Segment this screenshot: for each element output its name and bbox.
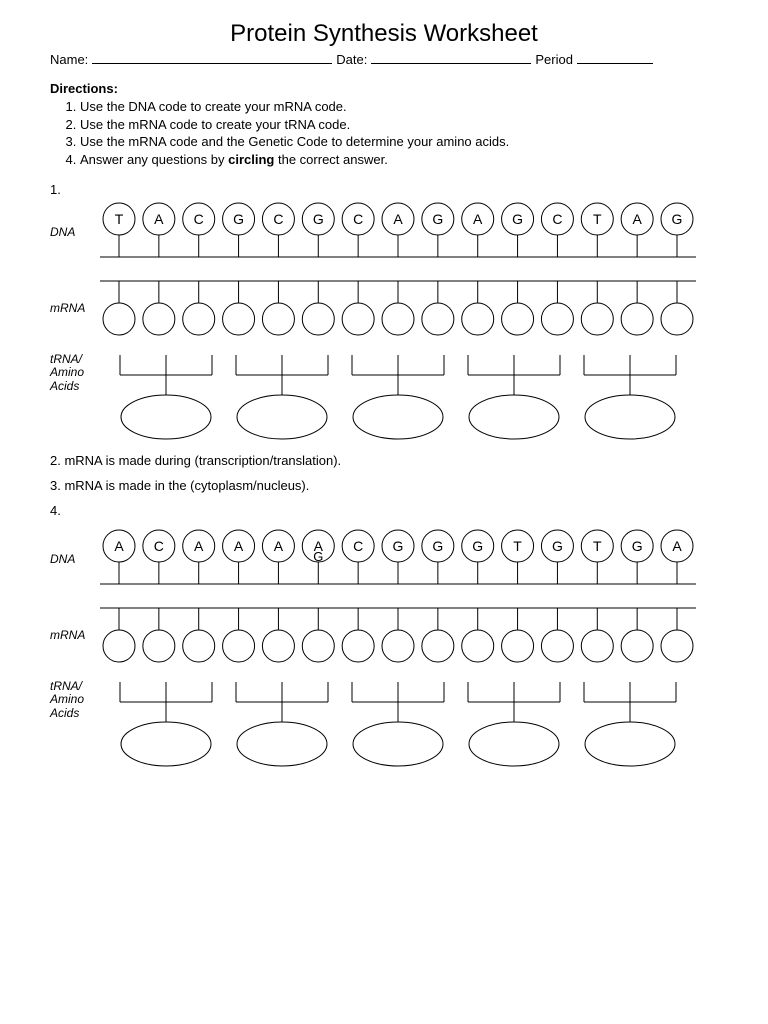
- svg-text:G: G: [432, 538, 443, 554]
- svg-text:G: G: [233, 211, 244, 227]
- directions-heading: Directions:: [50, 81, 718, 96]
- period-blank[interactable]: [577, 50, 653, 64]
- mrna-strand-2: [98, 604, 698, 666]
- svg-text:A: A: [672, 538, 682, 554]
- dna-label-2: DNA: [50, 553, 98, 566]
- direction-item: Use the mRNA code to create your tRNA co…: [80, 116, 718, 134]
- svg-text:G: G: [313, 211, 324, 227]
- dna-strand-1: TACGCGCAGAGCTAG: [98, 201, 698, 263]
- trna-diagram-1: [98, 353, 698, 443]
- svg-text:A: A: [234, 538, 244, 554]
- trna-label-2: tRNA/ Amino Acids: [50, 680, 98, 720]
- svg-text:T: T: [513, 538, 522, 554]
- svg-text:T: T: [115, 211, 124, 227]
- dna-strand-2: ACAAAAGCGGGTGTGA: [98, 528, 698, 590]
- header-fields: Name: Date: Period: [50, 50, 718, 67]
- svg-text:G: G: [393, 538, 404, 554]
- q1-number: 1.: [50, 182, 68, 197]
- svg-text:C: C: [194, 211, 204, 227]
- svg-text:T: T: [593, 211, 602, 227]
- svg-text:G: G: [313, 549, 323, 564]
- name-blank[interactable]: [92, 50, 332, 64]
- mrna-label-2: mRNA: [50, 629, 98, 642]
- period-label: Period: [535, 52, 573, 67]
- q2-text: 2. mRNA is made during (transcription/tr…: [50, 453, 718, 468]
- svg-text:A: A: [274, 538, 284, 554]
- svg-text:C: C: [273, 211, 283, 227]
- trna-label: tRNA/ Amino Acids: [50, 353, 98, 393]
- dna-label: DNA: [50, 226, 98, 239]
- q4-number: 4.: [50, 503, 718, 518]
- page-title: Protein Synthesis Worksheet: [50, 20, 718, 48]
- svg-text:G: G: [672, 211, 683, 227]
- direction-item: Use the DNA code to create your mRNA cod…: [80, 98, 718, 116]
- mrna-strand-1: [98, 277, 698, 339]
- date-blank[interactable]: [371, 50, 531, 64]
- direction-item: Answer any questions by circling the cor…: [80, 151, 718, 169]
- q3-text: 3. mRNA is made in the (cytoplasm/nucleu…: [50, 478, 718, 493]
- svg-text:A: A: [194, 538, 204, 554]
- name-label: Name:: [50, 52, 88, 67]
- svg-text:T: T: [593, 538, 602, 554]
- svg-text:A: A: [632, 211, 642, 227]
- svg-text:G: G: [472, 538, 483, 554]
- svg-text:A: A: [393, 211, 403, 227]
- svg-text:G: G: [512, 211, 523, 227]
- svg-text:A: A: [154, 211, 164, 227]
- svg-text:G: G: [632, 538, 643, 554]
- svg-text:G: G: [552, 538, 563, 554]
- svg-text:C: C: [353, 538, 363, 554]
- trna-diagram-2: [98, 680, 698, 770]
- svg-text:C: C: [552, 211, 562, 227]
- svg-text:A: A: [114, 538, 124, 554]
- svg-text:G: G: [432, 211, 443, 227]
- directions-list: Use the DNA code to create your mRNA cod…: [80, 98, 718, 168]
- svg-text:A: A: [473, 211, 483, 227]
- date-label: Date:: [336, 52, 367, 67]
- svg-text:C: C: [154, 538, 164, 554]
- svg-text:C: C: [353, 211, 363, 227]
- direction-item: Use the mRNA code and the Genetic Code t…: [80, 133, 718, 151]
- mrna-label: mRNA: [50, 302, 98, 315]
